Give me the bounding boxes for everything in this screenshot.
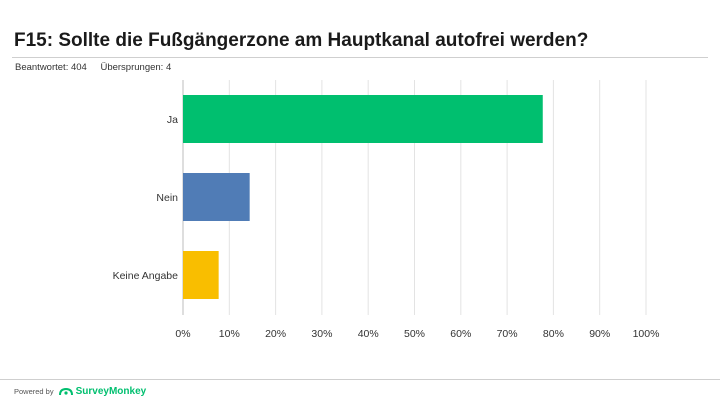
title-divider	[12, 57, 708, 58]
footer: Powered by SurveyMonkey	[14, 386, 146, 397]
bar	[183, 95, 543, 143]
bar	[183, 251, 219, 299]
x-tick-label: 70%	[497, 328, 518, 340]
question-title: F15: Sollte die Fußgängerzone am Hauptka…	[14, 30, 589, 51]
x-tick-label: 20%	[265, 328, 286, 340]
powered-by-label: Powered by	[14, 387, 54, 396]
bar	[183, 173, 250, 221]
x-tick-label: 60%	[450, 328, 471, 340]
brand-name: SurveyMonkey	[75, 386, 147, 397]
answered-count: Beantwortet: 404	[15, 62, 87, 73]
category-label: Ja	[167, 114, 178, 126]
x-tick-label: 10%	[219, 328, 240, 340]
x-tick-label: 100%	[633, 328, 660, 340]
surveymonkey-logo-icon	[58, 387, 73, 396]
x-tick-label: 80%	[543, 328, 564, 340]
x-tick-label: 90%	[589, 328, 610, 340]
response-stats: Beantwortet: 404 Übersprungen: 4	[15, 62, 182, 73]
x-tick-label: 40%	[358, 328, 379, 340]
skipped-count: Übersprungen: 4	[100, 62, 172, 73]
category-label: Keine Angabe	[113, 270, 179, 282]
category-label: Nein	[156, 192, 178, 204]
x-tick-label: 30%	[311, 328, 332, 340]
x-tick-label: 50%	[404, 328, 425, 340]
x-tick-label: 0%	[175, 328, 190, 340]
footer-divider	[0, 379, 720, 380]
